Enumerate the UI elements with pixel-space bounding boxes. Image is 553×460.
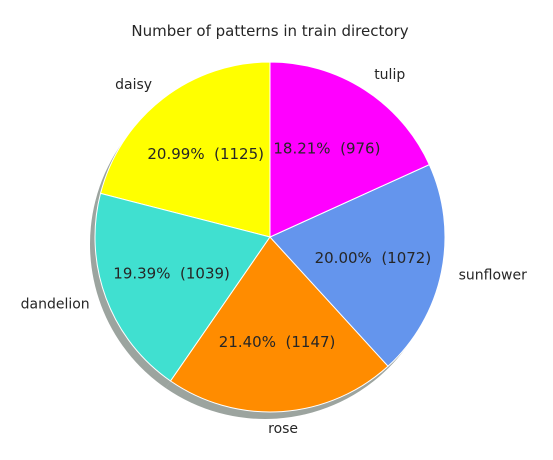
slice-percent-rose: 21.40% (1147) xyxy=(219,333,336,351)
slice-percent-sunflower: 20.00% (1072) xyxy=(315,249,432,267)
slice-percent-daisy: 20.99% (1125) xyxy=(147,145,264,163)
slice-sunflower xyxy=(269,163,446,367)
chart-title: Number of patterns in train directory xyxy=(131,22,408,40)
slice-label-sunflower: sunflower xyxy=(459,268,527,284)
slice-label-daisy: daisy xyxy=(115,77,152,93)
slice-label-dandelion: dandelion xyxy=(21,296,90,312)
slice-label-tulip: tulip xyxy=(374,67,405,83)
slice-percent-tulip: 18.21% (976) xyxy=(273,140,380,158)
pie-labels: daisy 20.99% (1125) dandelion 19.39% (1039)… xyxy=(21,67,527,437)
slice-rose xyxy=(169,236,389,413)
slice-percent-dandelion: 19.39% (1039) xyxy=(113,265,230,283)
slice-tulip xyxy=(269,61,430,238)
pie-slices xyxy=(94,61,446,413)
slice-dandelion xyxy=(94,192,271,382)
slice-daisy xyxy=(99,61,271,238)
slice-label-rose: rose xyxy=(268,421,298,437)
